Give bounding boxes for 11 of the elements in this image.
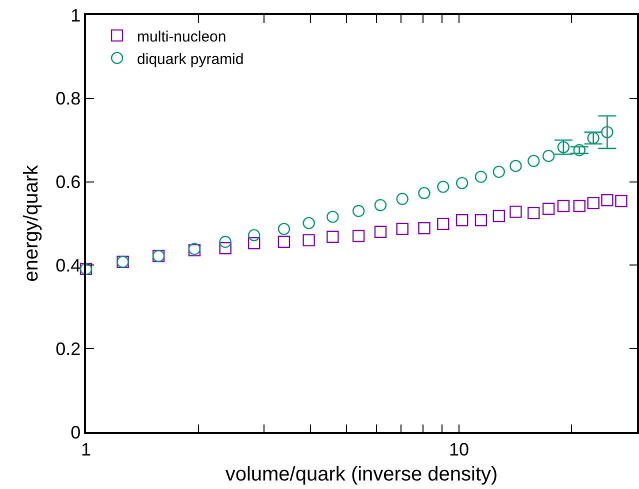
y-axis-title: energy/quark: [20, 164, 43, 282]
x-axis-title: volume/quark (inverse density): [225, 463, 498, 486]
y-tick-label: 0.4: [56, 256, 81, 276]
y-tick-label: 0.6: [56, 172, 81, 192]
x-tick-label: 10: [449, 439, 470, 460]
y-tick-label: 0.8: [56, 88, 81, 109]
y-tick-label: 0: [70, 422, 81, 442]
legend-label: multi-nucleon: [137, 28, 226, 46]
legend-label: diquark pyramid: [137, 50, 244, 68]
y-tick-label: 1: [70, 5, 81, 26]
y-tick-label: 0.2: [56, 338, 81, 359]
